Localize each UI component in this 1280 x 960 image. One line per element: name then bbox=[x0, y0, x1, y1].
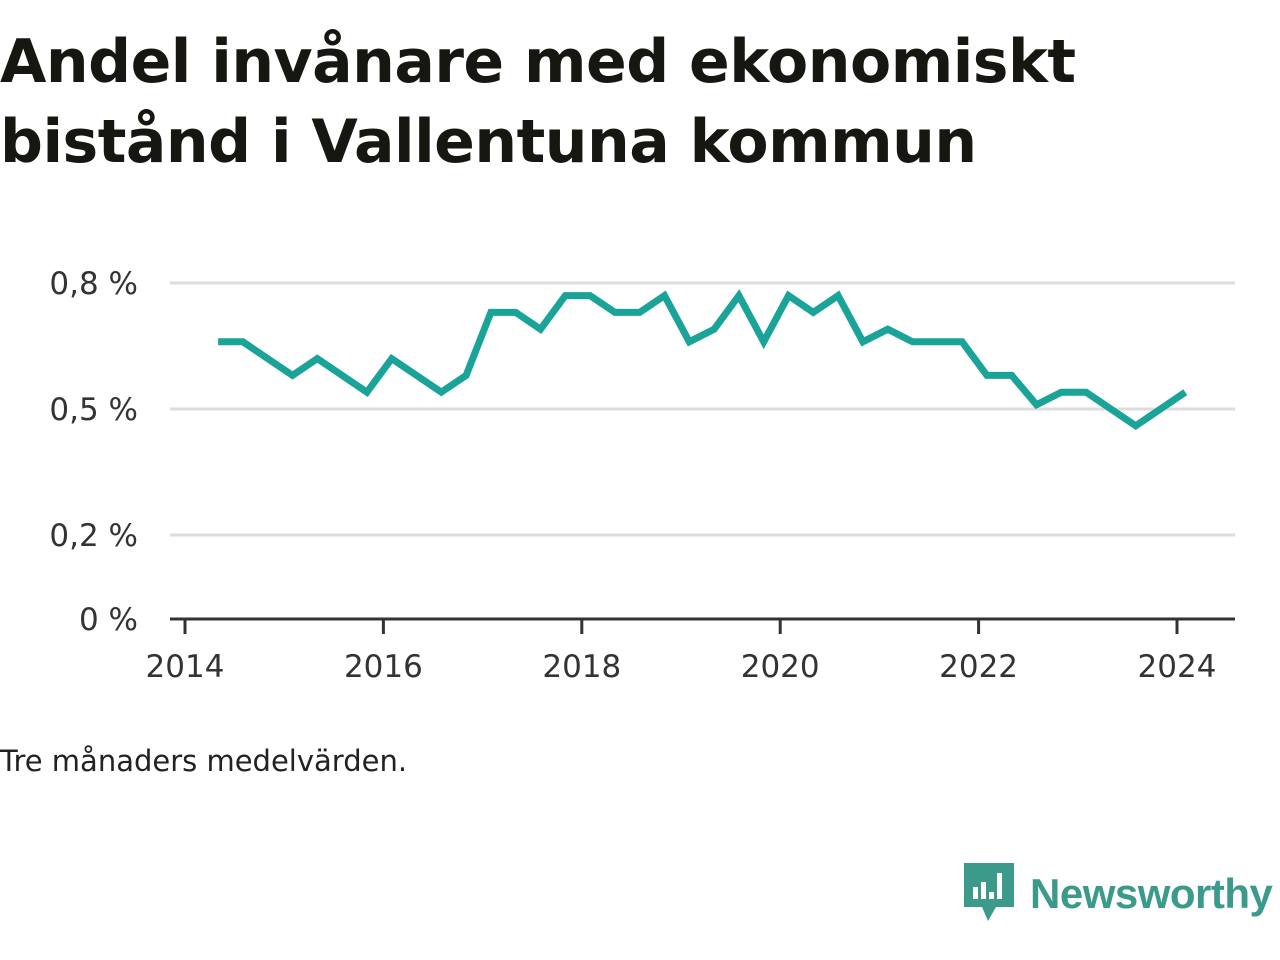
series-points bbox=[218, 295, 1186, 426]
x-tick-label: 2018 bbox=[542, 649, 621, 685]
x-tick-label: 2014 bbox=[146, 649, 225, 685]
chart-title: Andel invånare med ekonomiskt bistånd i … bbox=[0, 22, 1270, 182]
chart-title-line-1: Andel invånare med ekonomiskt bbox=[0, 27, 1076, 97]
x-tick-label: 2016 bbox=[344, 649, 423, 685]
brand-logo: Newsworthy bbox=[964, 862, 1273, 926]
line-chart: 0 %0,2 %0,5 %0,8 % 2014 2016 2018 2020 2022 2… bbox=[49, 266, 1235, 685]
series-line bbox=[218, 289, 1188, 431]
brand-name: Newsworthy bbox=[1030, 870, 1273, 917]
gridlines bbox=[170, 281, 1235, 537]
chart-note: Tre månaders medelvärden. bbox=[0, 744, 408, 778]
chart-title-line-2: bistånd i Vallentuna kommun bbox=[0, 107, 977, 177]
y-tick-label: 0,2 % bbox=[49, 518, 138, 554]
x-tick-label: 2020 bbox=[741, 649, 820, 685]
y-tick-label: 0,8 % bbox=[49, 266, 138, 302]
newsworthy-logo-icon bbox=[964, 863, 1014, 921]
x-tick-label: 2022 bbox=[939, 649, 1018, 685]
x-axis-ticks: 2014 2016 2018 2020 2022 2024 bbox=[146, 619, 1217, 685]
y-axis-tick-labels: 0 % 0,2 % 0,5 % 0,8 % bbox=[49, 266, 138, 638]
y-tick-label: 0 % bbox=[79, 602, 138, 638]
x-tick-label: 2024 bbox=[1138, 649, 1217, 685]
y-tick-label: 0,5 % bbox=[49, 392, 138, 428]
